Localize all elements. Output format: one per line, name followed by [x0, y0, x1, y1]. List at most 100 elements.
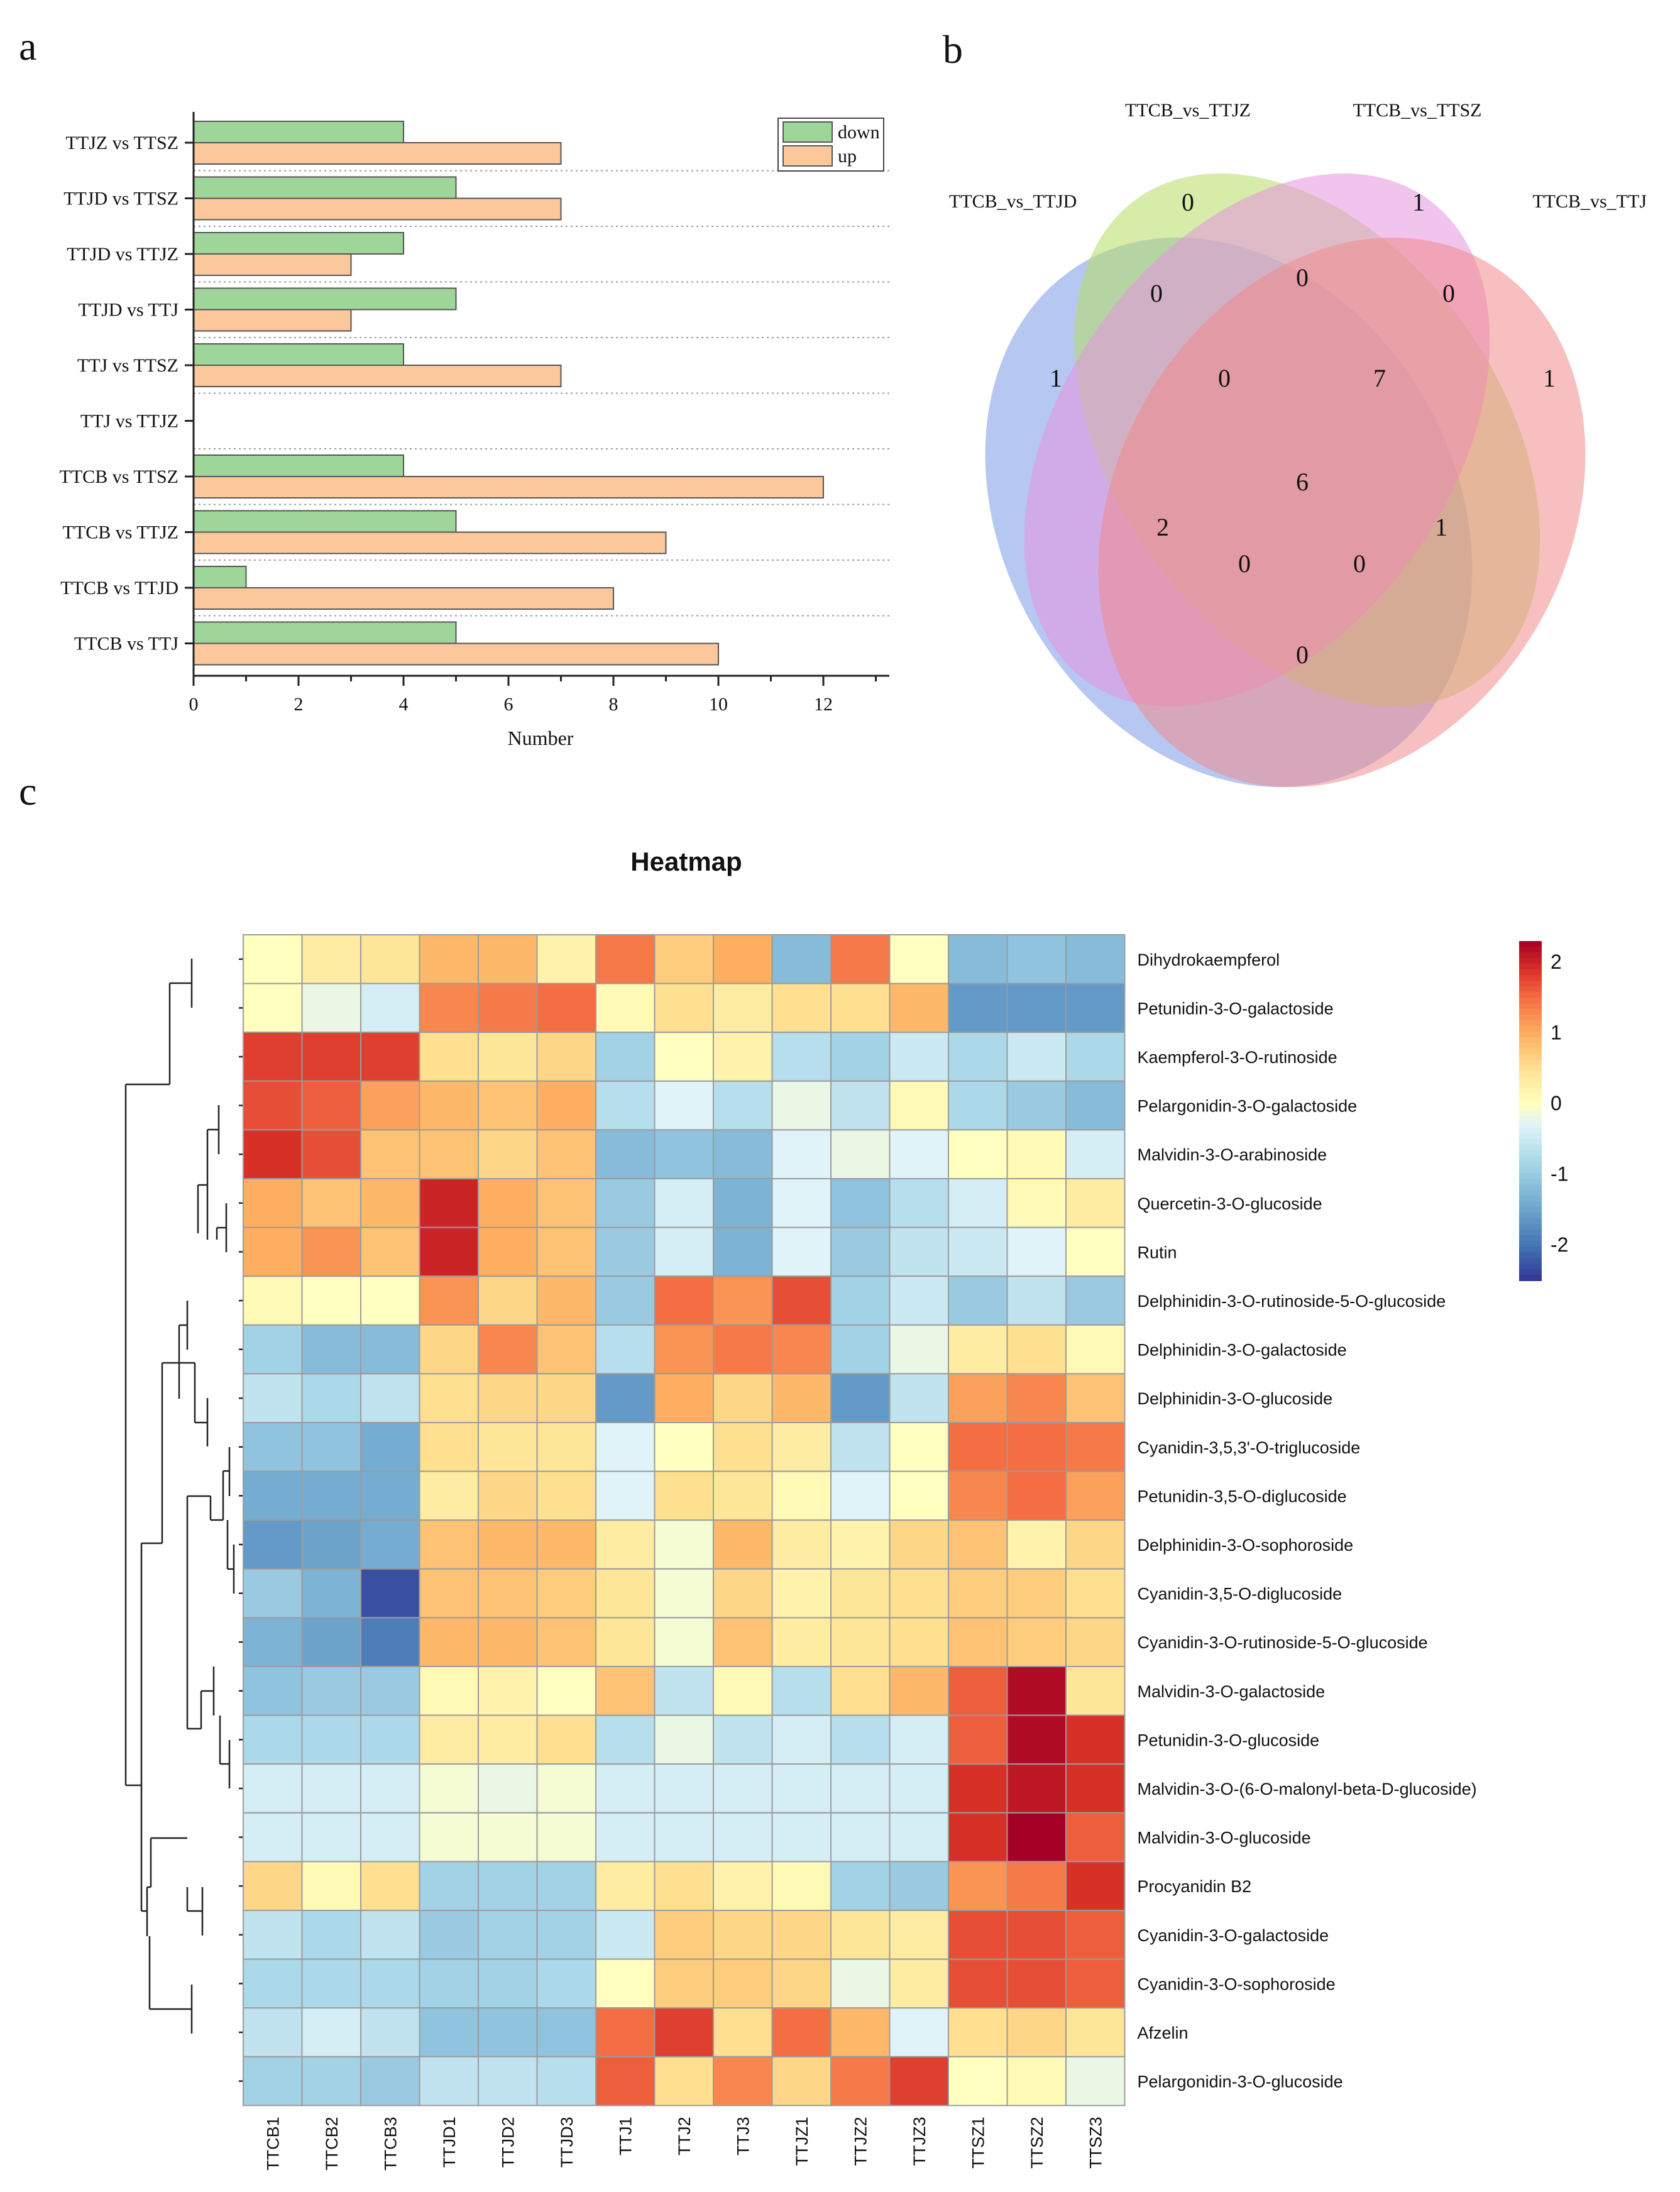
heatmap-cell	[419, 1080, 479, 1131]
heatmap-cell	[830, 1129, 891, 1180]
panel-label-a: a	[19, 24, 36, 69]
heatmap-cell	[771, 1275, 832, 1326]
category-label: TTJD vs TTSZ	[63, 189, 178, 209]
heatmap-cell	[830, 1666, 891, 1716]
heatmap-cell	[771, 1568, 832, 1619]
heatmap-cell	[1006, 934, 1067, 984]
heatmap-cell	[478, 1910, 538, 1960]
heatmap-cell	[301, 1958, 361, 2009]
colorbar-segment	[1519, 964, 1542, 970]
heatmap-cell	[536, 1958, 596, 2009]
heatmap-cell	[830, 1568, 891, 1619]
heatmap-cell	[595, 1178, 656, 1228]
heatmap-cell	[1065, 1032, 1126, 1082]
heatmap-cell	[595, 1032, 656, 1082]
bar-down	[193, 343, 404, 366]
heatmap-cell	[1065, 1812, 1126, 1863]
x-tick-label: 0	[189, 694, 199, 715]
heatmap-cell	[889, 1178, 949, 1228]
heatmap-cell	[419, 1178, 479, 1228]
row-label: Malvidin-3-O-(6-O-malonyl-beta-D-glucosi…	[1138, 1780, 1477, 1798]
heatmap-cell	[301, 1470, 361, 1521]
heatmap-cell	[1006, 1178, 1067, 1228]
colorbar-segment	[1519, 947, 1542, 953]
heatmap-cell	[243, 1470, 303, 1521]
heatmap-cell	[419, 1324, 479, 1375]
heatmap-cell	[948, 1226, 1008, 1277]
heatmap-cell	[830, 1714, 891, 1765]
heatmap-cell	[948, 1958, 1008, 2009]
heatmap-cell	[948, 1519, 1008, 1570]
colorbar-segment	[1519, 1190, 1542, 1196]
heatmap-cell	[830, 934, 891, 984]
heatmap-cell	[889, 1666, 949, 1716]
bar-down	[193, 121, 404, 143]
heatmap-cell	[1065, 2056, 1126, 2107]
row-label: Delphinidin-3-O-glucoside	[1138, 1389, 1333, 1408]
x-axis-title: Number	[508, 727, 574, 749]
heatmap-cell	[830, 1373, 891, 1423]
column-label: TTJ1	[617, 2117, 635, 2156]
heatmap-cell	[654, 1178, 714, 1228]
bar-up	[193, 365, 562, 387]
heatmap-cell	[478, 1373, 538, 1423]
heatmap-cell	[889, 1714, 949, 1765]
colorbar-segment	[1519, 1003, 1542, 1010]
venn-set-label: TTCB_vs_TTSZ	[1353, 100, 1481, 121]
heatmap-cell	[301, 1129, 361, 1180]
colorbar-segment	[1519, 1162, 1542, 1168]
heatmap-cell	[889, 1910, 949, 1960]
heatmap-cell	[243, 1666, 303, 1716]
heatmap-cell	[419, 1373, 479, 1423]
venn-region-count: 1	[1050, 364, 1062, 392]
heatmap-cell	[1006, 983, 1067, 1033]
heatmap-cell	[595, 1812, 656, 1863]
heatmap-cell	[301, 1568, 361, 1619]
heatmap-cell	[1065, 1422, 1126, 1472]
heatmap-cell	[1065, 1910, 1126, 1960]
heatmap-cell	[595, 1910, 656, 1960]
heatmap-cell	[713, 1519, 773, 1570]
column-label: TTJ3	[734, 2117, 753, 2156]
heatmap-cell	[419, 1958, 479, 2009]
heatmap-cell	[360, 1275, 420, 1326]
heatmap-cell	[301, 1910, 361, 1960]
category-label: TTJ vs TTJZ	[80, 411, 178, 432]
heatmap-cell	[830, 1080, 891, 1131]
colorbar-segment	[1519, 1071, 1542, 1077]
colorbar-segment	[1519, 1026, 1542, 1032]
venn-region-count: 0	[1296, 263, 1309, 292]
heatmap-cell	[830, 2007, 891, 2057]
heatmap-cell	[360, 1129, 420, 1180]
category-label: TTJD vs TTJZ	[67, 244, 178, 265]
heatmap-cell	[830, 1910, 891, 1960]
heatmap-cell	[595, 1080, 656, 1131]
heatmap-cell	[771, 1714, 832, 1765]
heatmap-cell	[478, 1763, 538, 1814]
heatmap-cell	[595, 1519, 656, 1570]
heatmap-cell	[419, 1910, 479, 1960]
colorbar-segment	[1519, 1133, 1542, 1140]
column-label: TTJD3	[557, 2117, 576, 2167]
colorbar-segment	[1519, 1230, 1542, 1236]
colorbar-segment	[1519, 1241, 1542, 1247]
heatmap-cell	[830, 1032, 891, 1082]
row-label: Afzelin	[1138, 2024, 1189, 2042]
heatmap-cell	[713, 1714, 773, 1765]
bar-up	[193, 253, 352, 276]
colorbar-segment	[1519, 1218, 1542, 1225]
heatmap-cell	[301, 1226, 361, 1277]
colorbar-segment	[1519, 1201, 1542, 1208]
heatmap-cell	[301, 1519, 361, 1570]
heatmap-cell	[243, 934, 303, 984]
heatmap-cell	[713, 2007, 773, 2057]
heatmap-cell	[1065, 1519, 1126, 1570]
colorbar-segment	[1519, 1196, 1542, 1202]
bar-down	[193, 510, 457, 533]
venn-region-count: 0	[1353, 549, 1366, 578]
heatmap-cell	[360, 1422, 420, 1472]
heatmap-cell	[536, 1129, 596, 1180]
heatmap-cell	[771, 2007, 832, 2057]
heatmap-cell	[1065, 1714, 1126, 1765]
bar-down	[193, 566, 247, 588]
